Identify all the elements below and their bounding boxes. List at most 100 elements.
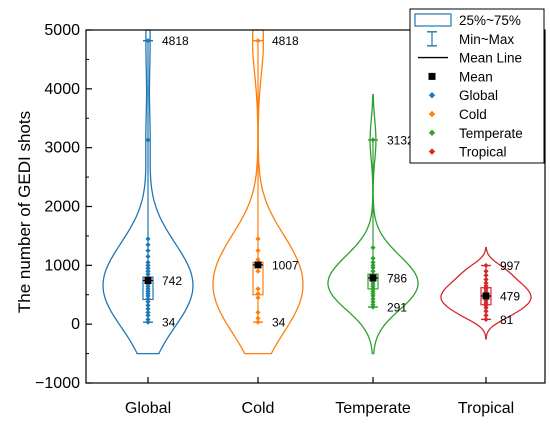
legend-label: Tropical xyxy=(459,145,507,160)
data-point xyxy=(370,245,376,251)
legend-box xyxy=(409,8,545,164)
data-point xyxy=(145,242,151,248)
y-axis-title: The number of GEDI shots xyxy=(15,111,34,313)
data-point xyxy=(255,248,261,254)
legend-symbol-diamond xyxy=(428,129,436,136)
data-point xyxy=(145,312,151,318)
mean-marker xyxy=(482,292,490,300)
x-tick-label: Cold xyxy=(242,400,275,417)
legend: 25%~75% Min~Max Mean Line Mean Global Cold Tem… xyxy=(409,8,545,164)
legend-symbol-square xyxy=(428,72,436,80)
legend-label: Mean xyxy=(459,69,493,84)
data-point xyxy=(255,286,261,292)
data-point xyxy=(483,308,489,314)
data-point xyxy=(483,283,489,289)
data-point xyxy=(255,38,261,44)
violin-outline xyxy=(327,94,419,355)
violin-cold xyxy=(212,29,304,355)
data-point xyxy=(145,236,151,242)
x-tick-label: Temperate xyxy=(335,400,411,417)
data-point xyxy=(145,253,151,260)
legend-symbol-diamond xyxy=(428,148,436,155)
legend-label: Cold xyxy=(459,107,487,122)
y-tick-label: 4000 xyxy=(44,81,80,98)
data-point xyxy=(145,302,151,308)
y-tick-label: 3000 xyxy=(44,140,80,157)
data-point xyxy=(370,299,376,305)
annotation-min: 34 xyxy=(272,316,286,330)
legend-label: Global xyxy=(459,88,498,103)
data-point xyxy=(145,262,151,268)
data-point xyxy=(145,296,151,302)
data-point xyxy=(145,316,151,323)
data-point xyxy=(145,299,151,305)
data-point xyxy=(255,256,261,263)
mean-marker xyxy=(144,277,152,285)
data-point xyxy=(145,38,151,44)
data-point xyxy=(255,236,261,242)
mean-marker xyxy=(254,261,262,269)
data-point xyxy=(483,276,489,283)
data-point xyxy=(483,312,489,318)
data-point xyxy=(145,268,151,274)
data-point xyxy=(145,248,151,254)
annotation-min: 291 xyxy=(387,301,407,315)
legend-symbol-whisker xyxy=(427,31,437,47)
y-tick-label: 1000 xyxy=(44,257,80,274)
data-point xyxy=(483,272,489,278)
annotation-max: 4818 xyxy=(272,34,299,48)
data-point xyxy=(370,262,376,268)
x-tick-label: Tropical xyxy=(458,400,514,417)
annotation-min: 81 xyxy=(500,313,514,327)
data-point xyxy=(370,137,376,143)
legend-label: 25%~75% xyxy=(459,13,521,28)
data-point xyxy=(483,316,489,323)
annotation-mean: 479 xyxy=(500,289,520,303)
annotation-min: 34 xyxy=(162,316,176,330)
data-point xyxy=(145,319,151,325)
data-point xyxy=(370,255,376,261)
data-point xyxy=(255,315,261,321)
mean-marker xyxy=(369,274,377,282)
stat-annotations: 4818 742 34 4818 1007 34 3132 786 291 997 479 81 xyxy=(162,34,520,329)
legend-label: Mean Line xyxy=(459,51,522,66)
data-point xyxy=(483,268,489,274)
y-tick-label: 2000 xyxy=(44,199,80,216)
violin-global xyxy=(102,29,194,355)
x-tick-label: Global xyxy=(125,400,171,417)
legend-label: Temperate xyxy=(459,126,523,141)
annotation-mean: 1007 xyxy=(272,258,299,272)
data-point xyxy=(483,286,489,292)
data-point xyxy=(145,271,151,277)
data-point xyxy=(145,137,151,143)
violin-tropical xyxy=(440,247,532,340)
annotation-max: 3132 xyxy=(387,133,414,147)
annotation-max: 4818 xyxy=(162,34,189,48)
data-point xyxy=(370,296,376,302)
annotation-mean: 786 xyxy=(387,271,407,285)
data-point xyxy=(145,306,151,312)
data-point xyxy=(483,262,489,269)
legend-label: Min~Max xyxy=(459,32,514,47)
data-point xyxy=(255,290,261,297)
data-point xyxy=(483,280,489,286)
data-point xyxy=(255,309,261,315)
axes: −1000 0 1000 2000 3000 4000 5000 Global Cold Temp… xyxy=(35,22,546,417)
violin-outline xyxy=(440,247,532,340)
violin-temperate xyxy=(327,94,419,355)
annotation-mean: 742 xyxy=(162,274,182,288)
legend-symbol-box xyxy=(414,13,452,27)
annotation-max: 997 xyxy=(500,259,520,273)
legend-symbol-diamond xyxy=(428,110,436,118)
data-point xyxy=(145,309,151,315)
data-point xyxy=(370,302,376,308)
data-point xyxy=(370,268,376,274)
legend-symbol-diamond xyxy=(428,92,436,99)
data-point xyxy=(145,265,151,271)
data-point xyxy=(370,259,376,265)
y-tick-label: −1000 xyxy=(35,375,80,392)
y-tick-label: 5000 xyxy=(44,22,80,39)
data-point xyxy=(255,319,261,325)
data-point xyxy=(255,268,261,274)
